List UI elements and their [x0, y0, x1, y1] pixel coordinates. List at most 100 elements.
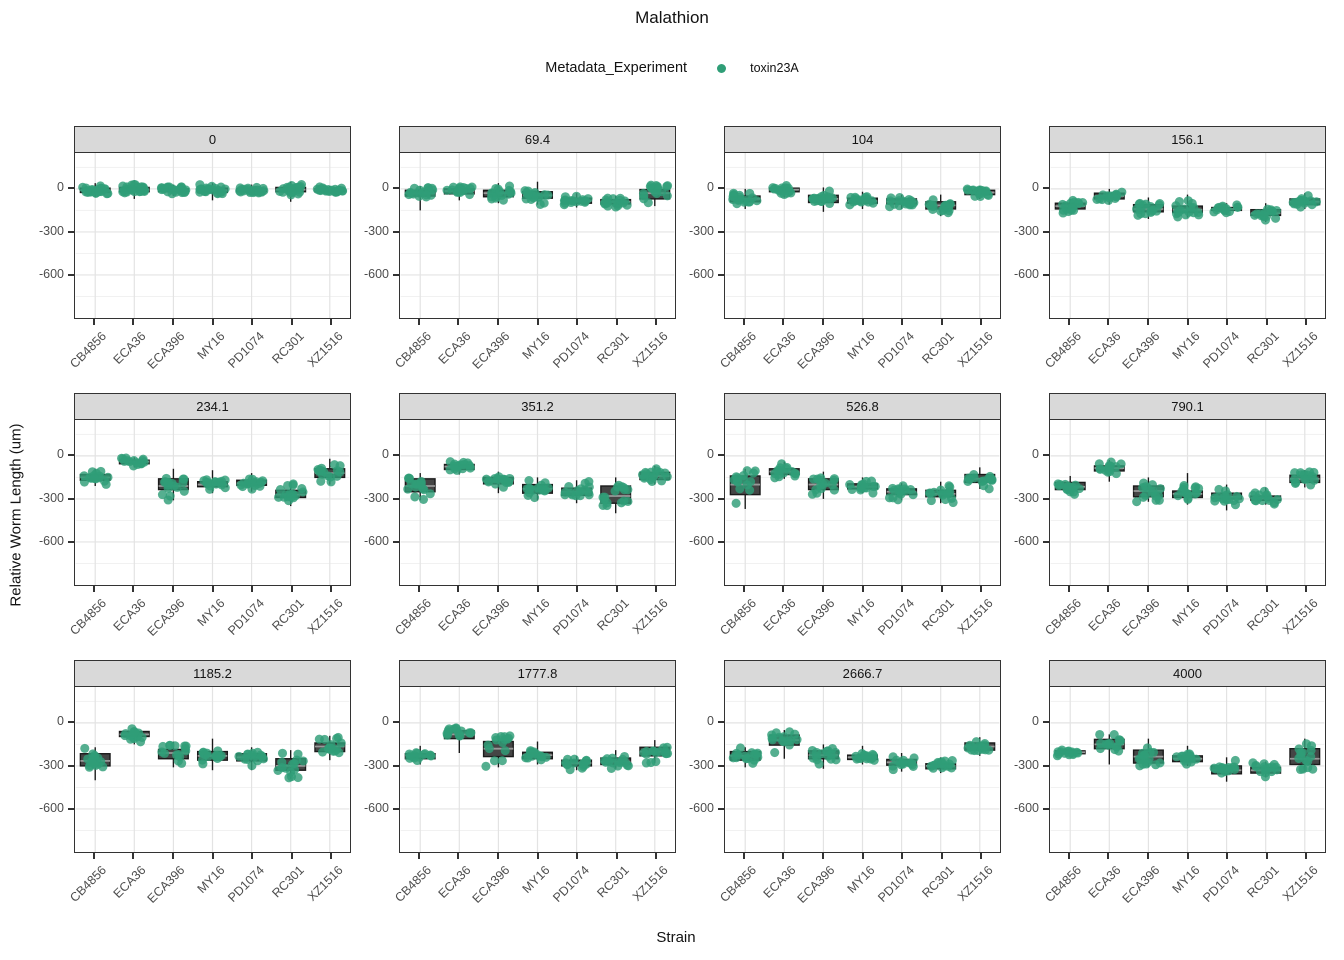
jitter-point [602, 198, 612, 208]
jitter-points-group [1053, 457, 1319, 510]
jitter-point [195, 184, 205, 194]
jitter-point [121, 453, 131, 463]
x-tick-mark [742, 586, 745, 592]
jitter-point [179, 486, 189, 496]
x-tick-label: ECA396 [1119, 329, 1163, 372]
x-tick-mark [457, 319, 460, 325]
x-tick-label: RC301 [594, 329, 632, 367]
jitter-point [504, 185, 514, 195]
x-tick-label: PD1074 [225, 596, 267, 638]
jitter-point [1171, 201, 1181, 211]
y-tick-mark [68, 764, 74, 767]
jitter-point [1230, 500, 1241, 510]
jitter-point [1271, 213, 1281, 223]
jitter-point [1303, 763, 1313, 773]
jitter-point [779, 189, 789, 200]
x-tick-label: PD1074 [550, 596, 592, 638]
x-tick-mark [615, 586, 618, 592]
x-tick-label: ECA396 [794, 863, 838, 906]
jitter-point [770, 748, 780, 758]
y-tick-label: -300 [1013, 757, 1039, 772]
jitter-point [767, 730, 777, 740]
jitter-point [639, 473, 649, 483]
jitter-point [1261, 211, 1271, 222]
x-tick-mark [251, 319, 254, 325]
jitter-point [128, 729, 138, 739]
y-tick-mark [393, 454, 399, 457]
jitter-point [287, 188, 297, 198]
x-tick-label: MY16 [1169, 596, 1203, 629]
y-tick-mark [1043, 497, 1049, 500]
facet-cell: 69.4 0 -300 -600 CB4856 ECA36 ECA396 MY16 PD1074… [351, 126, 676, 393]
x-tick-label: CB4856 [1041, 863, 1084, 905]
jitter-point [525, 484, 535, 494]
jitter-point [287, 181, 297, 191]
x-tick-label: ECA36 [110, 329, 149, 367]
x-tick-mark [576, 853, 579, 859]
x-tick-mark [615, 319, 618, 325]
x-tick-label: CB4856 [1041, 329, 1084, 371]
jitter-point [1311, 197, 1321, 207]
jitter-point [1117, 187, 1127, 197]
jitter-point [728, 191, 738, 202]
jitter-point [1147, 206, 1157, 216]
x-tick-mark [496, 319, 499, 325]
y-tick-label: 0 [707, 447, 714, 462]
jitter-point [1232, 200, 1242, 210]
x-tick-label: CB4856 [716, 863, 759, 905]
jitter-point [277, 748, 288, 758]
y-tick-label: -600 [688, 534, 714, 549]
x-tick-label: MY16 [194, 596, 228, 629]
jitter-point [1220, 206, 1230, 216]
jitter-point [944, 759, 954, 769]
jitter-point [1289, 475, 1299, 485]
jitter-point [1067, 203, 1078, 213]
legend-point-icon [717, 63, 727, 73]
jitter-point [888, 483, 898, 493]
jitter-point [217, 476, 227, 486]
jitter-point [1230, 755, 1240, 766]
facet-cell: 104 0 -300 -600 CB4856 ECA36 ECA396 MY16 PD1074 R… [676, 126, 1001, 393]
x-tick-mark [330, 853, 333, 859]
jitter-point [421, 190, 431, 200]
y-tick-mark [68, 274, 74, 277]
jitter-point [568, 196, 578, 206]
y-tick-label: -300 [688, 490, 714, 505]
x-tick-label: XZ1516 [630, 863, 672, 904]
jitter-point [215, 752, 225, 762]
jitter-point [157, 490, 168, 500]
x-tick-label: MY16 [844, 329, 878, 362]
facet-panel [74, 686, 351, 853]
jitter-point [749, 755, 759, 765]
x-tick-label: ECA36 [760, 596, 799, 634]
x-tick-mark [655, 586, 658, 592]
x-tick-mark [821, 319, 824, 325]
x-tick-mark [861, 586, 864, 592]
jitter-point [277, 757, 287, 767]
x-tick-label: PD1074 [1200, 329, 1242, 371]
x-tick-mark [211, 586, 214, 592]
jitter-point [937, 759, 947, 769]
x-tick-mark [1186, 319, 1189, 325]
jitter-point [752, 196, 762, 206]
jitter-point [102, 189, 112, 199]
facet-strip-label: 351.2 [399, 393, 676, 420]
jitter-point [888, 765, 898, 775]
facet-panel [724, 152, 1001, 319]
x-tick-label: CB4856 [1041, 596, 1084, 638]
jitter-point [1213, 492, 1223, 502]
jitter-point [829, 474, 839, 484]
jitter-point [1264, 495, 1274, 505]
y-tick-mark [718, 187, 724, 190]
jitter-point [427, 183, 437, 193]
y-tick-mark [718, 497, 724, 500]
y-tick-label: -300 [1013, 223, 1039, 238]
x-tick-mark [457, 586, 460, 592]
jitter-point [925, 488, 935, 498]
jitter-point [500, 746, 510, 756]
jitter-point [403, 473, 414, 483]
x-tick-mark [1067, 853, 1070, 859]
facet-panel [1049, 152, 1326, 319]
x-tick-label: RC301 [594, 596, 632, 634]
x-tick-mark [655, 853, 658, 859]
